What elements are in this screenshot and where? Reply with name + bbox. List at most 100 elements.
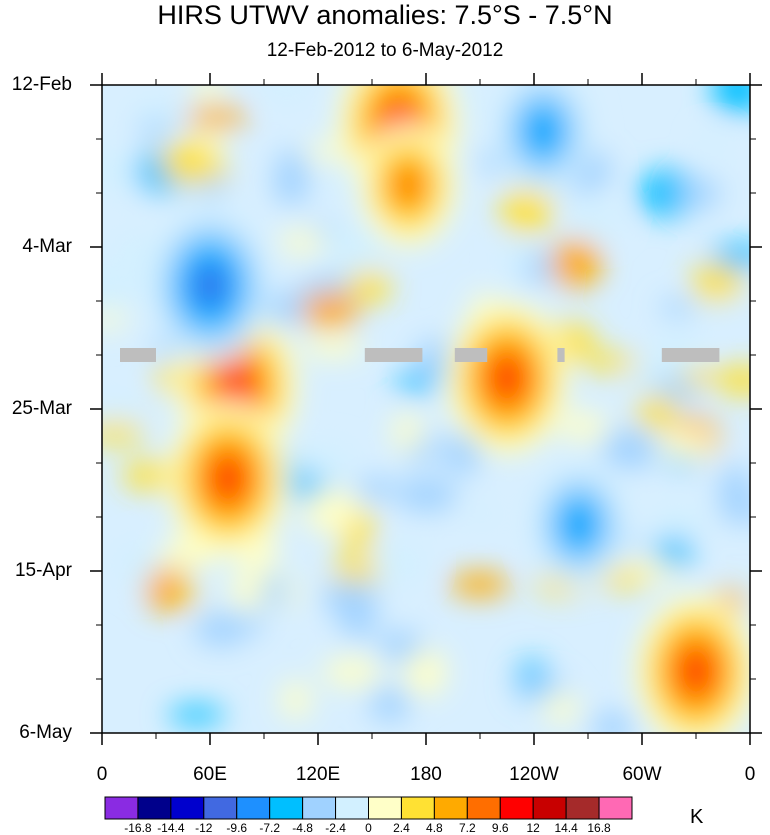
missing-data-bar <box>661 348 720 362</box>
anomaly-center <box>224 370 250 402</box>
field-texture <box>502 236 530 281</box>
missing-data-bar <box>454 348 488 362</box>
colorbar-swatch <box>236 796 271 820</box>
colorbar-swatch <box>137 796 172 820</box>
field-texture <box>323 223 384 270</box>
colorbar-level-label: -12 <box>195 821 213 835</box>
field-texture <box>404 648 447 696</box>
colorbar-level-label: 12 <box>526 821 540 835</box>
field-texture <box>652 505 706 536</box>
colorbar-level-label: -7.2 <box>259 821 281 835</box>
field-texture <box>155 364 183 394</box>
field-texture <box>295 443 355 478</box>
colorbar-swatch <box>532 796 567 820</box>
field-texture <box>393 372 443 392</box>
field-texture <box>369 687 411 722</box>
field-texture <box>102 265 132 314</box>
field-texture <box>304 488 359 534</box>
x-tick-label: 180 <box>410 764 442 785</box>
colorbar-level-label: 0 <box>365 821 372 835</box>
field-texture <box>628 365 663 389</box>
field-texture <box>348 271 391 304</box>
colorbar-swatch <box>269 796 304 820</box>
colorbar-level-label: 4.8 <box>426 821 443 835</box>
colorbar-level-label: 14.4 <box>554 821 578 835</box>
field-texture <box>167 706 225 725</box>
field-texture <box>711 85 750 112</box>
colorbar-swatch <box>335 796 369 820</box>
colorbar-swatch <box>302 796 337 820</box>
field-texture <box>184 107 248 128</box>
colorbar-swatch <box>104 796 139 820</box>
field-texture <box>449 572 510 597</box>
anomaly-center <box>530 115 556 147</box>
field-texture <box>102 149 134 190</box>
field-texture <box>719 465 750 512</box>
field-texture <box>256 292 310 325</box>
colorbar-swatch <box>565 796 600 820</box>
field-texture <box>180 163 232 180</box>
anomaly-center <box>494 362 520 394</box>
colorbar-swatch <box>433 796 468 820</box>
field-texture <box>301 291 359 328</box>
colorbar-swatch <box>466 796 501 820</box>
field-texture <box>102 308 128 328</box>
field-texture <box>194 85 223 101</box>
field-texture <box>137 120 174 138</box>
colorbar-level-label: 9.6 <box>491 821 509 835</box>
colorbar-level-label: 7.2 <box>458 821 476 835</box>
field-texture <box>259 85 313 99</box>
field-texture <box>654 537 694 569</box>
field-texture <box>636 395 678 430</box>
colorbar-level-label: 16.8 <box>587 821 611 835</box>
field-texture <box>680 367 722 386</box>
anomaly-center <box>683 655 709 687</box>
field-texture <box>322 657 382 687</box>
anomaly-center <box>215 463 241 494</box>
colorbar-swatch <box>598 796 633 820</box>
y-tick-label: 25-Mar <box>11 398 72 419</box>
field-texture <box>194 612 247 646</box>
field-texture <box>102 398 144 416</box>
colorbar-unit: K <box>690 806 704 828</box>
colorbar-swatch <box>203 796 238 820</box>
x-tick-label: 60E <box>193 764 227 785</box>
field-texture <box>720 365 750 397</box>
field-texture <box>393 412 422 452</box>
field-texture <box>396 478 458 512</box>
field-texture <box>542 694 581 722</box>
field-texture <box>595 570 648 590</box>
missing-data-bar <box>364 348 423 362</box>
field-texture <box>333 556 378 587</box>
field-texture <box>639 169 698 218</box>
field-texture <box>442 431 483 474</box>
colorbar-swatch <box>400 796 435 820</box>
field-texture <box>306 143 338 163</box>
field-texture <box>339 608 378 638</box>
field-texture <box>559 412 608 441</box>
chart-subtitle: 12-Feb-2012 to 6-May-2012 <box>266 40 504 61</box>
colorbar-swatch <box>499 796 534 820</box>
anomaly-center <box>395 169 421 201</box>
field-texture <box>322 580 379 615</box>
x-tick-label: 120W <box>509 764 559 785</box>
field-texture <box>590 712 634 733</box>
field-texture <box>500 188 553 233</box>
colorbar-swatch <box>170 796 205 820</box>
missing-data-bar <box>557 348 565 362</box>
x-tick-label: 120E <box>295 764 341 785</box>
field-texture <box>280 680 311 719</box>
colorbar-level-label: -14.4 <box>157 821 185 835</box>
colorbar-level-label: -4.8 <box>292 821 313 835</box>
y-tick-label: 4-Mar <box>22 236 72 257</box>
field-texture <box>584 353 639 373</box>
x-tick-label: 60W <box>622 764 662 785</box>
field-texture <box>711 244 750 269</box>
field-texture <box>513 678 568 696</box>
anomaly-center <box>566 509 592 541</box>
field-texture <box>691 262 743 301</box>
field-texture <box>273 167 310 205</box>
colorbar-level-label: -16.8 <box>124 821 152 835</box>
field-texture <box>378 631 423 661</box>
